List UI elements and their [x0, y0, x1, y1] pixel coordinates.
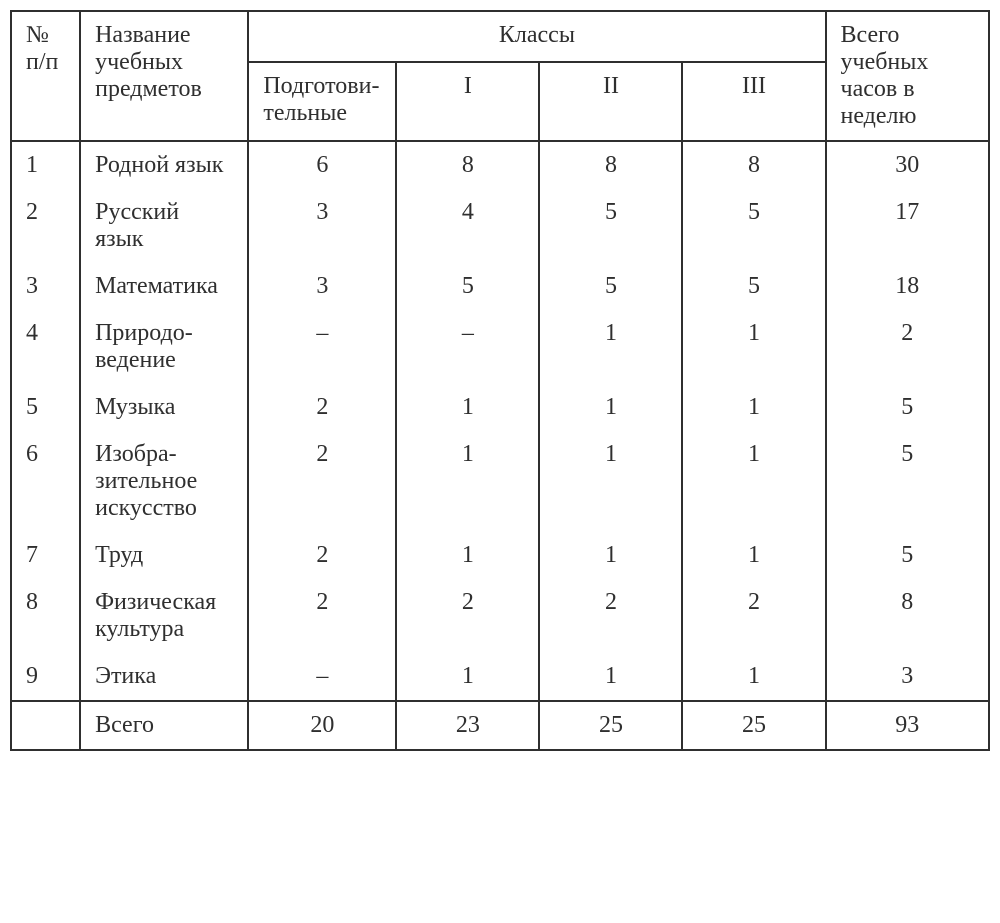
row-subject: Изобра­зительное искусство [80, 431, 248, 532]
row-subject: Музыка [80, 384, 248, 431]
row-subject: Труд [80, 532, 248, 579]
row-num: 8 [11, 579, 80, 653]
row-c1: 1 [396, 532, 539, 579]
row-c3: 1 [682, 384, 825, 431]
row-c2: 5 [539, 189, 682, 263]
row-num: 3 [11, 263, 80, 310]
table-row: 2Русский язык345517 [11, 189, 989, 263]
row-prep: 2 [248, 579, 396, 653]
table-row: 3Матема­тика355518 [11, 263, 989, 310]
row-subject: Физи­ческая культура [80, 579, 248, 653]
table-row: 5Музыка21115 [11, 384, 989, 431]
footer-total: 93 [826, 701, 990, 750]
row-prep: 6 [248, 141, 396, 189]
row-num: 5 [11, 384, 80, 431]
row-c1: 1 [396, 431, 539, 532]
row-prep: 2 [248, 431, 396, 532]
row-prep: 3 [248, 189, 396, 263]
row-total: 30 [826, 141, 990, 189]
row-c2: 2 [539, 579, 682, 653]
table-row: 1Родной язык688830 [11, 141, 989, 189]
row-subject: Родной язык [80, 141, 248, 189]
footer-label: Всего [80, 701, 248, 750]
row-c2: 1 [539, 431, 682, 532]
row-c2: 1 [539, 532, 682, 579]
row-subject: Русский язык [80, 189, 248, 263]
table-footer: Всего 20 23 25 25 93 [11, 701, 989, 750]
row-c1: – [396, 310, 539, 384]
table-row: 4Природо­ведение––112 [11, 310, 989, 384]
row-c3: 1 [682, 532, 825, 579]
row-num: 9 [11, 653, 80, 701]
table-row: 7Труд21115 [11, 532, 989, 579]
row-c2: 5 [539, 263, 682, 310]
table-body: 1Родной язык6888302Русский язык3455173Ма… [11, 141, 989, 701]
footer-empty [11, 701, 80, 750]
row-prep: 2 [248, 532, 396, 579]
row-c3: 1 [682, 310, 825, 384]
row-prep: 3 [248, 263, 396, 310]
row-c1: 1 [396, 653, 539, 701]
row-c3: 2 [682, 579, 825, 653]
row-c3: 1 [682, 653, 825, 701]
row-subject: Этика [80, 653, 248, 701]
row-prep: – [248, 653, 396, 701]
table-row: 6Изобра­зительное искусство21115 [11, 431, 989, 532]
row-total: 5 [826, 431, 990, 532]
header-prep: Подго­тови­тельные [248, 62, 396, 141]
header-class-1: I [396, 62, 539, 141]
row-subject: Природо­ведение [80, 310, 248, 384]
row-total: 3 [826, 653, 990, 701]
row-prep: – [248, 310, 396, 384]
row-c3: 8 [682, 141, 825, 189]
row-c1: 2 [396, 579, 539, 653]
row-c1: 1 [396, 384, 539, 431]
row-num: 7 [11, 532, 80, 579]
row-num: 1 [11, 141, 80, 189]
table-row: 9Этика–1113 [11, 653, 989, 701]
header-total: Всего учебных часов в неделю [826, 11, 990, 141]
row-c3: 5 [682, 263, 825, 310]
row-total: 17 [826, 189, 990, 263]
table-row: 8Физи­ческая культура22228 [11, 579, 989, 653]
row-total: 5 [826, 384, 990, 431]
header-subject: Название учебных предметов [80, 11, 248, 141]
row-c2: 1 [539, 384, 682, 431]
header-classes-group: Классы [248, 11, 825, 62]
footer-c3: 25 [682, 701, 825, 750]
row-c3: 1 [682, 431, 825, 532]
row-c1: 5 [396, 263, 539, 310]
row-total: 8 [826, 579, 990, 653]
footer-c2: 25 [539, 701, 682, 750]
footer-c1: 23 [396, 701, 539, 750]
row-num: 4 [11, 310, 80, 384]
header-class-2: II [539, 62, 682, 141]
row-c2: 1 [539, 653, 682, 701]
curriculum-table: № п/п Название учебных предметов Классы … [10, 10, 990, 751]
row-subject: Матема­тика [80, 263, 248, 310]
table-header: № п/п Название учебных предметов Классы … [11, 11, 989, 141]
header-class-3: III [682, 62, 825, 141]
row-c3: 5 [682, 189, 825, 263]
row-c2: 8 [539, 141, 682, 189]
footer-prep: 20 [248, 701, 396, 750]
row-prep: 2 [248, 384, 396, 431]
row-c1: 8 [396, 141, 539, 189]
row-c1: 4 [396, 189, 539, 263]
row-total: 18 [826, 263, 990, 310]
row-num: 2 [11, 189, 80, 263]
row-c2: 1 [539, 310, 682, 384]
header-num: № п/п [11, 11, 80, 141]
row-total: 2 [826, 310, 990, 384]
row-total: 5 [826, 532, 990, 579]
row-num: 6 [11, 431, 80, 532]
